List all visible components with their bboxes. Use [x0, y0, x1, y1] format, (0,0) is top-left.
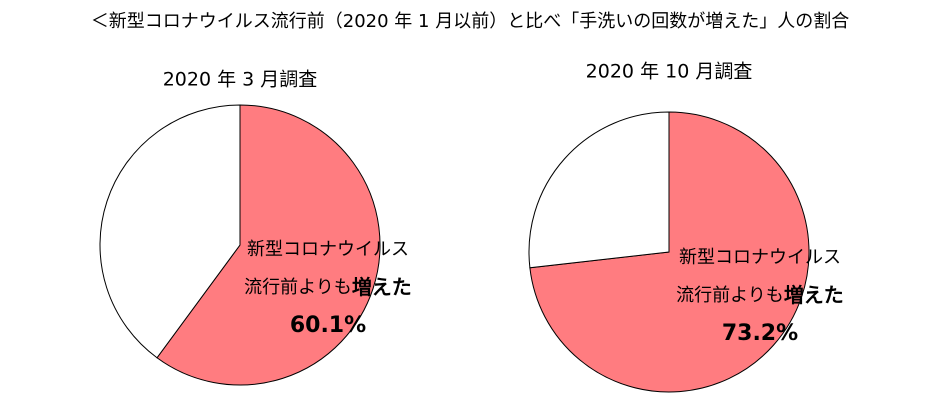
slice-label-line: 流行前よりも	[676, 285, 784, 306]
slice-label-line: 増えた	[784, 283, 844, 307]
value-label: 73.2%	[722, 321, 798, 346]
pie-title: 2020 年 3 月調査	[163, 69, 318, 91]
pie-slice	[156, 104, 381, 386]
pie-slice	[528, 111, 670, 269]
slice-label-line: 新型コロナウイルス	[247, 239, 409, 260]
slice-label-line: 新型コロナウイルス	[679, 247, 841, 268]
page-title: ＜新型コロナウイルス流行前（2020 年 1 月以前）と比べ「手洗いの回数が増え…	[91, 11, 849, 32]
slice-label-line: 増えた	[352, 275, 412, 299]
slice-label: 新型コロナウイルス流行前よりも増えた	[244, 239, 412, 299]
pie-title: 2020 年 10 月調査	[586, 61, 753, 83]
value-label: 60.1%	[290, 313, 366, 338]
slice-label: 新型コロナウイルス流行前よりも増えた	[676, 247, 844, 307]
pie-slice	[99, 104, 241, 359]
slice-label-line: 流行前よりも	[244, 277, 352, 298]
